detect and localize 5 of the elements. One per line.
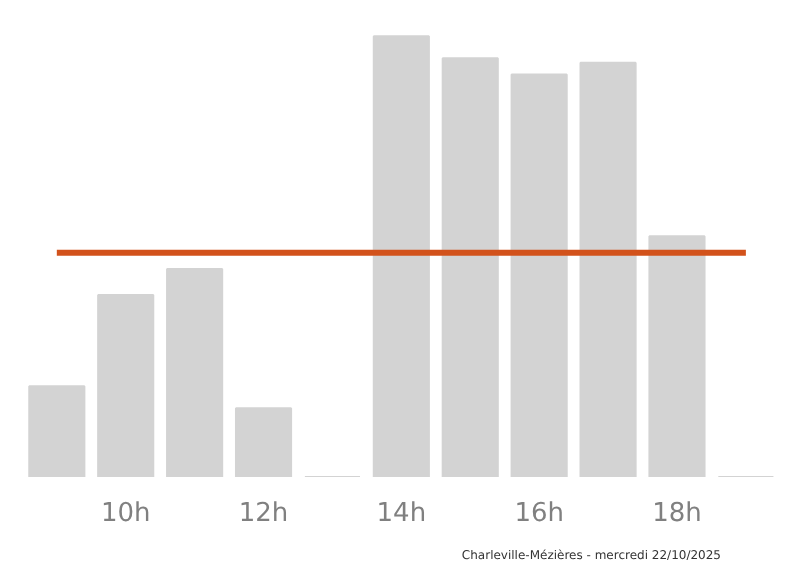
x-tick-label: 16h: [514, 499, 564, 529]
x-tick-label: 14h: [376, 499, 427, 529]
x-tick-label: 12h: [238, 499, 289, 529]
x-tick-label: 18h: [652, 499, 702, 529]
x-tick-label: 10h: [100, 499, 151, 529]
